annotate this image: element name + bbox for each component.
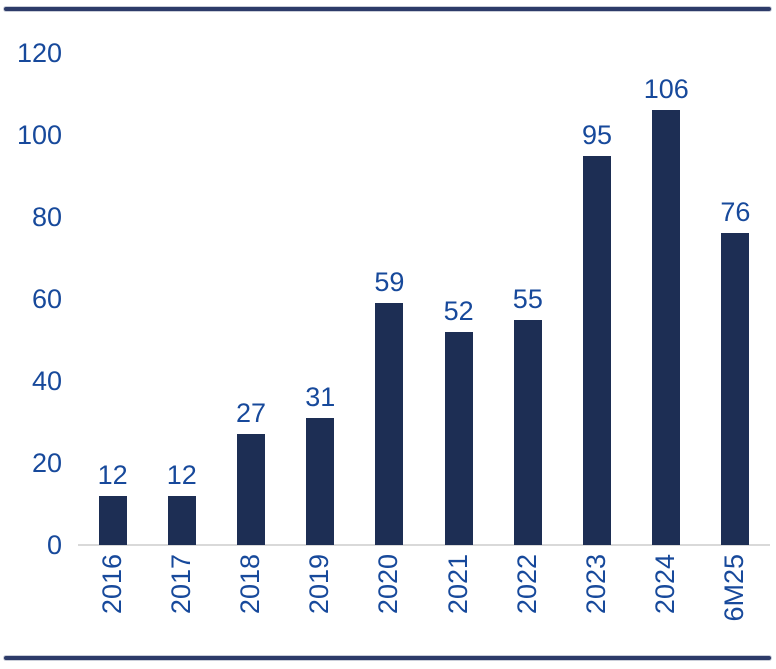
- bar-group: 52 2021: [424, 53, 493, 614]
- x-tick-label: 2020: [373, 554, 404, 615]
- bar-value-label: 12: [97, 459, 128, 490]
- bar-group: 31 2019: [286, 53, 355, 614]
- top-border-rule: [4, 7, 771, 11]
- bar: [237, 434, 265, 545]
- plot-area: 12 2016 12 2017 27 2018 31 2019 59 2020 52 2021 55 20…: [78, 53, 770, 622]
- bar: [98, 495, 127, 545]
- bar: [375, 303, 404, 545]
- bar: [513, 319, 542, 545]
- bar-group: 95 2023: [562, 53, 631, 615]
- x-tick-label: 2019: [304, 554, 335, 615]
- x-tick-label: 2022: [511, 554, 542, 615]
- bar-value-label: 106: [643, 74, 689, 105]
- y-tick-label: 80: [31, 202, 62, 232]
- x-tick-label: 6M25: [719, 554, 750, 622]
- y-tick-label: 0: [46, 530, 62, 560]
- x-tick-label: 2024: [650, 554, 681, 615]
- bar: [652, 110, 681, 545]
- x-tick-label: 2016: [96, 554, 127, 615]
- x-tick-label: 2021: [442, 554, 473, 615]
- y-tick-label: 40: [31, 366, 62, 396]
- bar-value-label: 55: [512, 283, 543, 314]
- bar: [167, 495, 196, 545]
- bar-group: 27 2018: [216, 53, 285, 614]
- bar-value-label: 76: [720, 197, 751, 228]
- bar-value-label: 95: [582, 119, 613, 150]
- bar-group: 12 2016: [78, 53, 147, 614]
- bar-value-label: 52: [443, 295, 474, 326]
- y-tick-label: 20: [31, 448, 62, 478]
- bottom-border-rule: [4, 656, 771, 660]
- bar: [583, 155, 612, 545]
- bar-group: 55 2022: [493, 53, 562, 615]
- bar: [721, 233, 750, 545]
- y-tick-label: 100: [16, 120, 62, 150]
- bar: [444, 331, 473, 545]
- x-tick-label: 2018: [235, 554, 265, 615]
- bar-group: 76 6M25: [701, 53, 770, 621]
- bar-group: 106 2024: [632, 53, 701, 614]
- bar-value-label: 12: [166, 459, 197, 490]
- bar-group: 59 2020: [355, 53, 424, 614]
- y-tick-label: 120: [16, 38, 62, 68]
- bar: [306, 417, 335, 545]
- bar-group: 12 2017: [147, 53, 216, 614]
- bar-value-label: 27: [235, 398, 267, 429]
- x-tick-label: 2023: [581, 554, 612, 615]
- x-tick-label: 2017: [165, 554, 196, 615]
- bar-columns: 12 2016 12 2017 27 2018 31 2019 59 2020 52 2021 55 20…: [78, 53, 770, 621]
- bar-value-label: 31: [305, 381, 336, 412]
- bar-value-label: 59: [374, 267, 405, 298]
- x-axis-line: [78, 544, 770, 546]
- y-tick-label: 60: [31, 284, 62, 314]
